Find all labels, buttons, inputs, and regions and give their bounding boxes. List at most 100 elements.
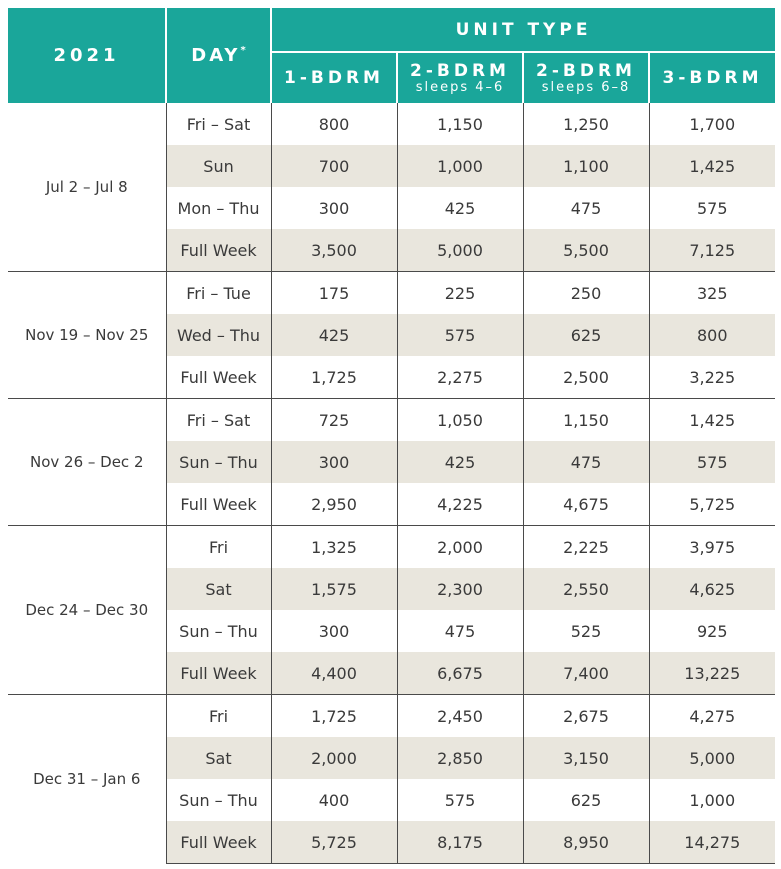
table-row: Sun 700 1,000 1,100 1,425 [8, 145, 776, 187]
table-row: Nov 19 – Nov 25 Fri – Tue 175 225 250 325 [8, 271, 776, 399]
points-cell: 1,575 [270, 568, 397, 610]
day-header: DAY* [166, 8, 272, 103]
day-cell: Fri – Sat [165, 398, 271, 441]
year-header: 2021 [8, 8, 167, 103]
points-cell: 300 [270, 610, 397, 652]
day-cell: Fri – Sat [165, 103, 271, 145]
day-cell: Sun – Thu [165, 610, 271, 652]
points-cell: 400 [270, 779, 397, 821]
points-cell: 425 [396, 441, 523, 483]
points-cell: 4,275 [648, 694, 776, 737]
points-cell: 2,550 [522, 568, 649, 610]
points-cell: 725 [270, 398, 397, 441]
points-cell: 575 [648, 187, 776, 229]
points-cell: 2,000 [396, 525, 523, 568]
points-cell: 250 [522, 271, 649, 314]
points-cell: 5,000 [648, 737, 776, 779]
table-row: Full Week 4,400 6,675 7,400 13,225 [8, 652, 776, 695]
points-cell: 175 [270, 271, 397, 314]
day-footnote-mark: * [240, 45, 246, 56]
points-cell: 425 [396, 187, 523, 229]
unit-type-header: UNIT TYPE [271, 8, 776, 53]
date-range-cell: Dec 31 – Jan 6 [8, 694, 166, 864]
day-cell: Sat [165, 568, 271, 610]
table-row: Full Week 2,950 4,225 4,675 5,725 [8, 483, 776, 526]
table-row: Mon – Thu 300 425 475 575 [8, 187, 776, 229]
points-cell: 2,275 [396, 356, 523, 399]
points-cell: 3,225 [648, 356, 776, 399]
day-cell: Sun – Thu [165, 441, 271, 483]
column-label: 3-BDRM [662, 67, 763, 88]
points-chart-table: 2021 DAY* UNIT TYPE 1-BDRM 2-BDRM sleeps … [8, 8, 776, 864]
points-cell: 1,000 [648, 779, 776, 821]
points-cell: 625 [522, 779, 649, 821]
points-cell: 4,225 [396, 483, 523, 526]
points-cell: 2,300 [396, 568, 523, 610]
points-cell: 2,950 [270, 483, 397, 526]
table-row: Dec 31 – Jan 6 Fri 1,725 2,450 2,675 4,275 [8, 694, 776, 864]
column-label: 2-BDRM [410, 61, 510, 81]
points-cell: 1,725 [270, 356, 397, 399]
points-cell: 4,675 [522, 483, 649, 526]
points-cell: 575 [396, 314, 523, 356]
table-body: Jul 2 – Jul 8 Fri – Sat 800 1,150 1,250 1,700… [8, 103, 776, 864]
points-cell: 5,725 [648, 483, 776, 526]
points-cell: 14,275 [648, 821, 776, 864]
day-cell: Fri – Tue [165, 271, 271, 314]
table-row: Nov 26 – Dec 2 Fri – Sat 725 1,050 1,150 1,42… [8, 398, 776, 526]
points-cell: 1,150 [396, 103, 523, 145]
table-header: 2021 DAY* UNIT TYPE 1-BDRM 2-BDRM sleeps … [8, 8, 776, 103]
points-cell: 2,450 [396, 694, 523, 737]
day-cell: Wed – Thu [165, 314, 271, 356]
points-cell: 325 [648, 271, 776, 314]
points-cell: 575 [648, 441, 776, 483]
points-cell: 525 [522, 610, 649, 652]
points-cell: 225 [396, 271, 523, 314]
table-row: Jul 2 – Jul 8 Fri – Sat 800 1,150 1,250 1,700 [8, 103, 776, 196]
day-cell: Full Week [165, 652, 271, 695]
points-cell: 1,425 [648, 145, 776, 187]
points-cell: 1,150 [522, 398, 649, 441]
points-cell: 3,975 [648, 525, 776, 568]
table-row: Full Week 3,500 5,000 5,500 7,125 [8, 229, 776, 272]
points-cell: 4,400 [270, 652, 397, 695]
day-cell: Fri [165, 525, 271, 568]
column-header-2bdrm-4-6: 2-BDRM sleeps 4–6 [397, 52, 524, 103]
points-cell: 3,150 [522, 737, 649, 779]
points-cell: 2,225 [522, 525, 649, 568]
points-cell: 1,725 [270, 694, 397, 737]
day-cell: Full Week [165, 821, 271, 864]
points-cell: 4,625 [648, 568, 776, 610]
date-range-cell: Nov 19 – Nov 25 [8, 271, 166, 399]
table-row: Full Week 1,725 2,275 2,500 3,225 [8, 356, 776, 399]
points-cell: 13,225 [648, 652, 776, 695]
day-cell: Sun – Thu [165, 779, 271, 821]
points-cell: 475 [396, 610, 523, 652]
day-cell: Full Week [165, 356, 271, 399]
points-cell: 2,675 [522, 694, 649, 737]
day-header-label: DAY [191, 45, 241, 66]
table-row: Sat 2,000 2,850 3,150 5,000 [8, 737, 776, 779]
table-row: Sun – Thu 400 575 625 1,000 [8, 779, 776, 821]
column-sublabel: sleeps 6–8 [541, 80, 631, 95]
points-cell: 2,500 [522, 356, 649, 399]
column-sublabel: sleeps 4–6 [415, 80, 505, 95]
points-cell: 1,050 [396, 398, 523, 441]
date-range-cell: Jul 2 – Jul 8 [45, 178, 128, 196]
points-cell: 7,125 [648, 229, 776, 272]
points-cell: 2,850 [396, 737, 523, 779]
points-cell: 300 [270, 187, 397, 229]
points-cell: 1,325 [270, 525, 397, 568]
day-cell: Full Week [165, 483, 271, 526]
day-cell: Mon – Thu [165, 187, 271, 229]
points-cell: 7,400 [522, 652, 649, 695]
column-header-2bdrm-6-8: 2-BDRM sleeps 6–8 [523, 52, 650, 103]
points-cell: 5,500 [522, 229, 649, 272]
points-cell: 575 [396, 779, 523, 821]
points-cell: 6,675 [396, 652, 523, 695]
table-row: Dec 24 – Dec 30 Fri 1,325 2,000 2,225 3,975 [8, 525, 776, 695]
column-label: 2-BDRM [536, 61, 636, 81]
points-cell: 425 [270, 314, 397, 356]
day-cell: Sat [165, 737, 271, 779]
points-cell: 2,000 [270, 737, 397, 779]
